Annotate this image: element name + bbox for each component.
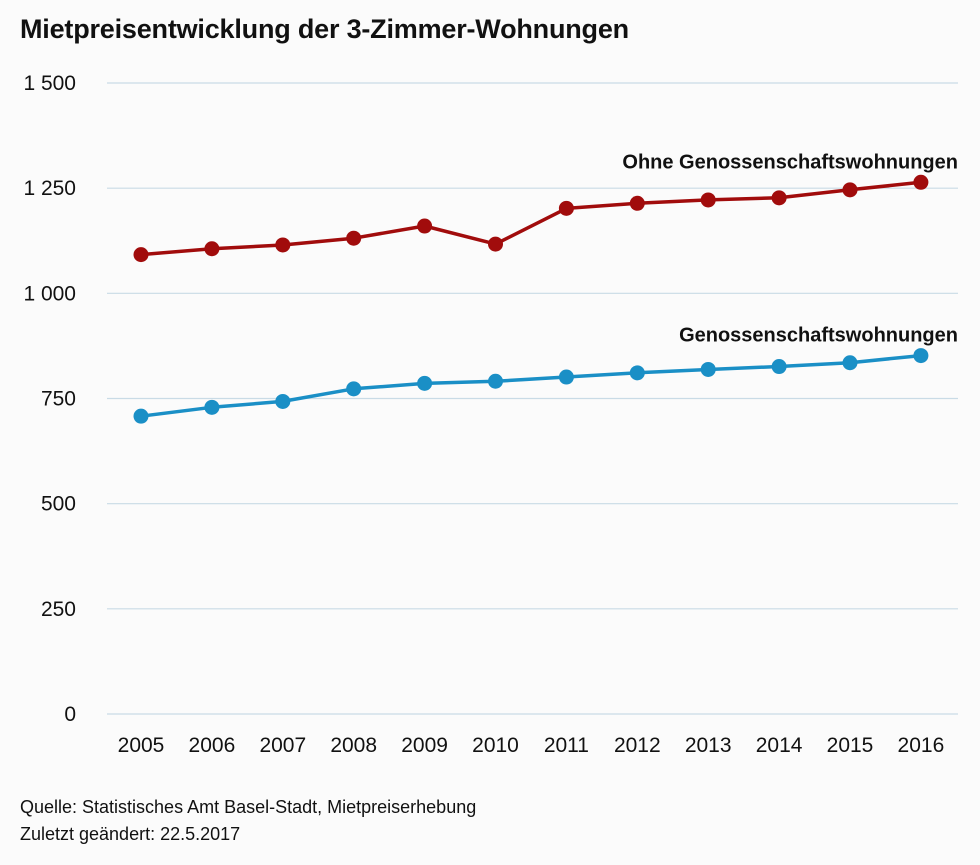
data-point	[558, 369, 574, 385]
data-point	[204, 241, 220, 257]
x-tick-label: 2009	[401, 734, 448, 757]
data-point	[346, 230, 362, 246]
series-label: Ohne Genossenschaftswohnungen	[622, 151, 958, 173]
series-line	[140, 353, 922, 418]
x-axis: 2005 2006 2007 2008 2009 2010 2011 2012 2013 2014…	[118, 734, 945, 757]
data-point	[913, 174, 929, 190]
data-point	[417, 375, 433, 391]
series-lines	[140, 180, 922, 418]
data-point	[133, 247, 149, 263]
x-tick-label: 2015	[827, 734, 874, 757]
data-point	[346, 381, 362, 397]
data-point	[558, 200, 574, 216]
series-line	[140, 180, 922, 257]
chart-title: Mietpreisentwicklung der 3-Zimmer-Wohnun…	[20, 14, 629, 44]
series-labels: Ohne Genossenschaftswohnungen Genossensch…	[622, 151, 958, 346]
x-tick-label: 2006	[189, 734, 236, 757]
data-point	[700, 361, 716, 377]
data-point	[488, 373, 503, 389]
x-tick-label: 2013	[685, 734, 732, 757]
y-tick-label: 1 500	[23, 72, 76, 95]
data-point	[275, 237, 291, 253]
x-tick-label: 2007	[259, 734, 306, 757]
data-point	[842, 355, 858, 371]
y-tick-label: 1 250	[23, 177, 76, 200]
x-tick-label: 2016	[898, 734, 945, 757]
data-point	[771, 359, 787, 375]
updated-note: Zuletzt geändert: 22.5.2017	[20, 824, 241, 844]
y-tick-label: 750	[41, 388, 76, 411]
gridlines	[107, 82, 958, 715]
y-tick-label: 250	[41, 598, 76, 621]
x-tick-label: 2014	[756, 734, 803, 757]
data-point	[275, 393, 291, 409]
x-tick-label: 2012	[614, 734, 661, 757]
y-tick-label: 500	[41, 493, 76, 516]
data-point	[488, 236, 503, 252]
series-points	[133, 174, 929, 424]
data-point	[204, 399, 220, 415]
data-point	[133, 408, 149, 424]
y-axis: 0 250 500 750 1 000 1 250 1 500	[23, 72, 76, 726]
x-tick-label: 2011	[544, 734, 589, 757]
y-tick-label: 0	[64, 703, 76, 726]
x-tick-label: 2005	[118, 734, 165, 757]
x-tick-label: 2010	[472, 734, 519, 757]
data-point	[700, 192, 716, 208]
data-point	[771, 190, 787, 206]
data-point	[417, 218, 433, 234]
x-tick-label: 2008	[330, 734, 377, 757]
data-point	[629, 195, 645, 211]
y-tick-label: 1 000	[23, 282, 76, 305]
series-label: Genossenschaftswohnungen	[679, 325, 958, 347]
data-point	[913, 348, 929, 364]
source-note: Quelle: Statistisches Amt Basel-Stadt, M…	[20, 797, 477, 817]
data-point	[629, 365, 645, 381]
data-point	[842, 182, 858, 198]
